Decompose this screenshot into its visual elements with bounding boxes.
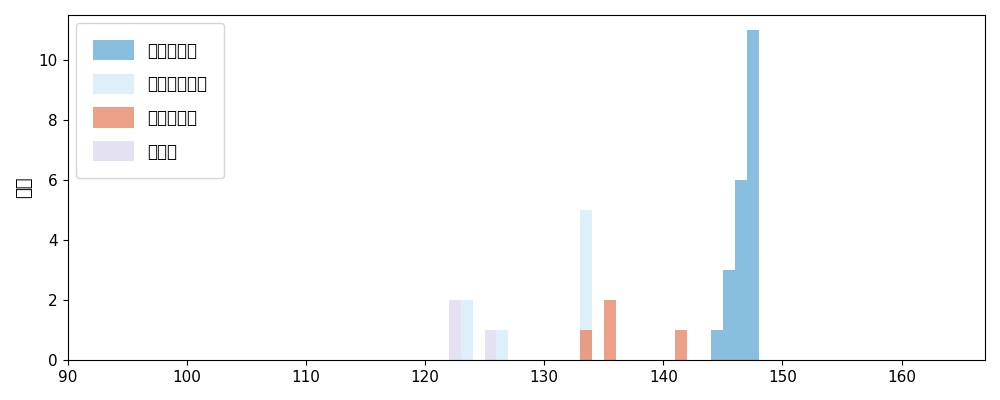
Legend: ストレート, カットボール, スプリット, カーブ: ストレート, カットボール, スプリット, カーブ (76, 23, 224, 178)
Bar (711, 330, 723, 360)
Bar (580, 330, 592, 360)
Bar (580, 210, 592, 360)
Bar (449, 300, 461, 360)
Bar (747, 30, 759, 360)
Y-axis label: 球数: 球数 (15, 177, 33, 198)
Bar (461, 300, 473, 360)
Bar (675, 330, 687, 360)
Bar (496, 330, 508, 360)
Bar (735, 180, 747, 360)
Bar (723, 270, 735, 360)
Bar (604, 300, 616, 360)
Bar (485, 330, 496, 360)
